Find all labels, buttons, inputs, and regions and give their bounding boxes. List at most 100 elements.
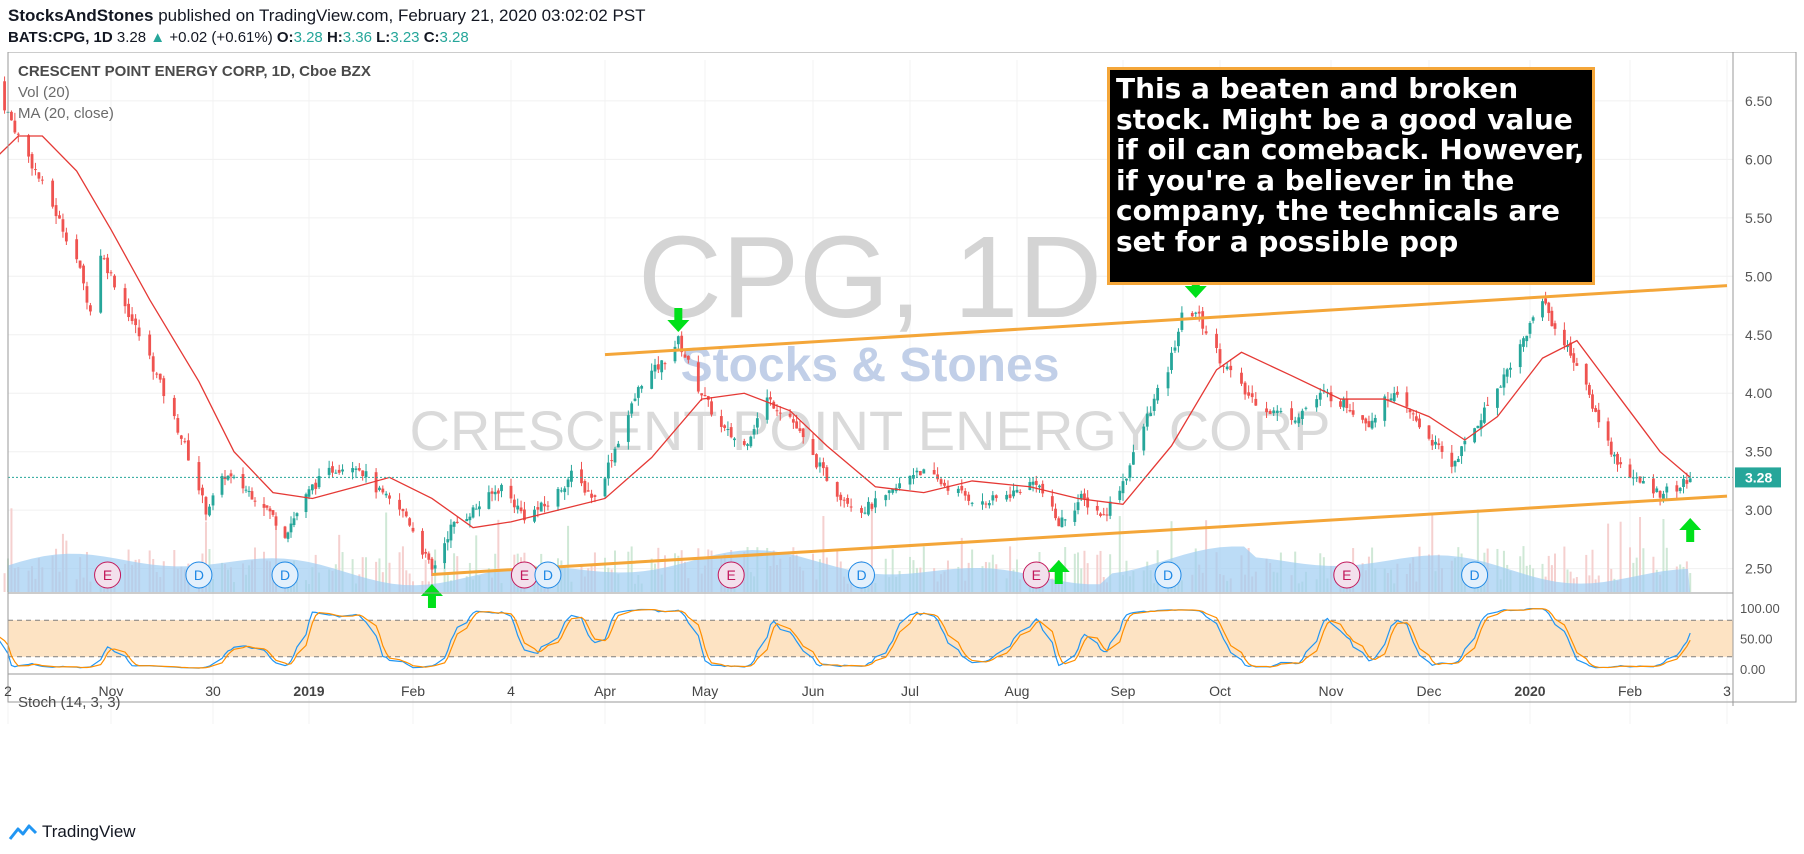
price-chart[interactable]: CPG, 1D Stocks & Stones CRESCENT POINT E…	[0, 52, 1804, 810]
volume-bar	[614, 550, 616, 592]
candle-body	[1525, 335, 1529, 342]
candle-body	[361, 470, 365, 477]
candle-body	[411, 527, 415, 532]
candle-body	[981, 501, 984, 505]
volume-bar	[1083, 550, 1086, 592]
candle-body	[229, 473, 233, 477]
candle-body	[846, 498, 850, 504]
candle-body	[102, 258, 106, 260]
candle-body	[1268, 410, 1272, 414]
candle-body	[583, 481, 587, 493]
candle-body	[220, 476, 224, 495]
candle-body	[1105, 514, 1109, 516]
candle-body	[1486, 404, 1490, 406]
author-name[interactable]: StocksAndStones	[8, 6, 154, 25]
candle-body	[1655, 488, 1659, 493]
candle-body	[1300, 410, 1304, 419]
price-tick-label: 6.50	[1745, 93, 1772, 109]
candle-body	[34, 169, 37, 171]
high-label: H:	[326, 29, 343, 46]
candle-body	[304, 494, 308, 513]
candle-body	[433, 565, 437, 569]
candle-body	[994, 495, 998, 499]
candle-body	[1395, 391, 1399, 395]
candle-body	[536, 507, 540, 510]
candle-body	[867, 501, 870, 515]
candle-body	[1073, 510, 1077, 522]
candle-body	[283, 526, 287, 538]
candle-body	[268, 508, 272, 512]
candle-body	[1290, 408, 1294, 421]
candle-body	[984, 503, 988, 505]
candle-body	[746, 444, 749, 446]
trendline-1	[431, 494, 1728, 576]
price-tick-label: 5.00	[1745, 268, 1772, 284]
time-tick-label: Aug	[1005, 683, 1030, 699]
candle-body	[471, 507, 475, 518]
candle-body	[250, 491, 254, 500]
candle-body	[849, 506, 853, 508]
candle-body	[465, 519, 469, 522]
candle-body	[1364, 418, 1368, 424]
candle-body	[1641, 481, 1645, 484]
candle-body	[873, 498, 877, 508]
candle-body	[430, 558, 434, 570]
candle-body	[331, 466, 334, 473]
candle-body	[1012, 490, 1015, 497]
candle-body	[253, 500, 257, 502]
trendlines[interactable]	[431, 284, 1728, 576]
footer-brand[interactable]: TradingView	[42, 822, 136, 841]
volume-bar	[567, 525, 570, 592]
candle-body	[630, 403, 634, 414]
candle-body	[1050, 496, 1054, 507]
candle-body	[1505, 369, 1509, 377]
candle-body	[468, 516, 472, 521]
candle-body	[1460, 446, 1463, 457]
candle-body	[351, 468, 355, 473]
candle-body	[148, 334, 152, 356]
volume-bar	[1619, 521, 1622, 592]
event-letter: E	[727, 567, 736, 583]
candle-body	[241, 474, 245, 489]
candle-body	[1279, 410, 1283, 412]
watermark-brand: Stocks & Stones	[681, 339, 1060, 392]
candle-body	[85, 286, 89, 303]
candle-body	[1177, 331, 1180, 347]
candle-body	[40, 179, 44, 181]
volume-bar	[1607, 523, 1610, 592]
candle-body	[733, 438, 736, 441]
candle-body	[1612, 454, 1616, 457]
candle-body	[863, 512, 867, 514]
candle-body	[1275, 410, 1279, 413]
stoch-tick-label: 0.00	[1740, 662, 1765, 677]
candle-body	[401, 508, 405, 512]
volume-bar	[1541, 563, 1544, 592]
event-circle	[94, 561, 122, 589]
candle-body	[1662, 493, 1665, 499]
volume-bar	[1099, 550, 1102, 592]
candle-body	[626, 415, 630, 442]
annotation-box[interactable]: This a beaten and broken stock. Might be…	[1107, 67, 1595, 285]
candle-body	[1121, 481, 1125, 494]
candle-body	[686, 355, 690, 360]
candle-body	[286, 532, 290, 539]
candle-body	[1247, 392, 1251, 396]
candle-body	[539, 502, 543, 512]
candle-body	[887, 490, 891, 494]
time-tick-label: 2019	[293, 683, 324, 699]
candle-body	[570, 470, 573, 482]
candle-body	[289, 523, 293, 533]
arrow-down-icon	[667, 308, 690, 332]
candle-body	[1628, 464, 1632, 478]
candle-body	[1541, 301, 1544, 318]
event-circle	[1333, 561, 1361, 589]
candle-body	[1685, 480, 1689, 484]
volume-bar	[10, 508, 13, 592]
candle-body	[197, 462, 201, 491]
candle-body	[835, 482, 839, 497]
candle-body	[908, 475, 912, 485]
candle-body	[314, 482, 318, 489]
candle-body	[1450, 452, 1454, 467]
candle-body	[613, 448, 617, 463]
